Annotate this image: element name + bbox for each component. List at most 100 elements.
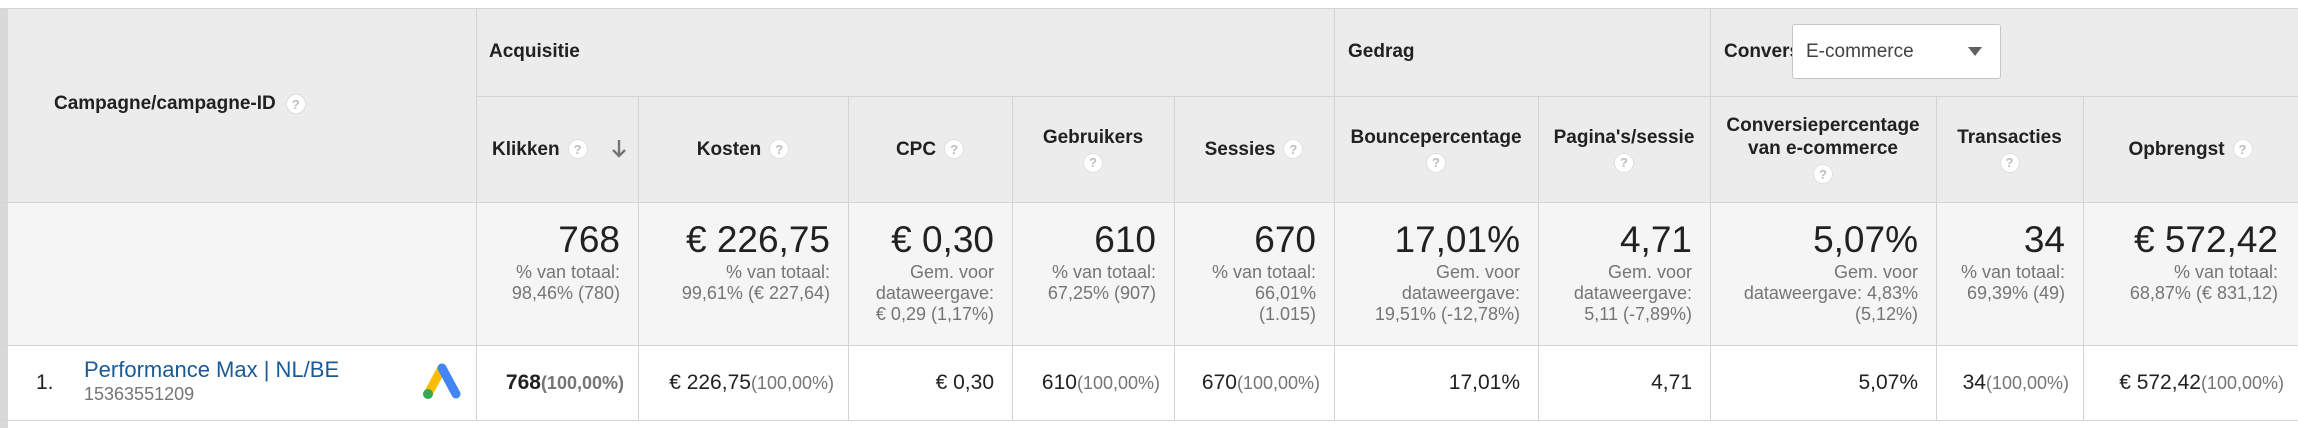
column-header-conversiepercentage[interactable]: Conversiepercentage van e-commerce ? <box>1710 96 1936 202</box>
column-label-line1: Conversiepercentage <box>1726 115 1920 136</box>
divider <box>1936 96 1937 420</box>
help-icon[interactable]: ? <box>1426 152 1446 173</box>
total-cpc: € 0,30 Gem. voor dataweergave: € 0,29 (1… <box>848 202 1012 325</box>
cell-value: € 0,30 <box>935 371 994 394</box>
total-sub: dataweergave: <box>1401 283 1520 303</box>
column-header-transacties[interactable]: Transacties ? <box>1936 96 2083 202</box>
total-sub: Gem. voor <box>1833 262 1918 282</box>
help-icon[interactable]: ? <box>1614 152 1634 173</box>
column-header-gebruikers[interactable]: Gebruikers ? <box>1012 96 1174 202</box>
total-value: € 572,42 <box>2133 219 2278 260</box>
divider <box>638 96 639 420</box>
help-icon[interactable]: ? <box>1083 152 1103 173</box>
left-strip <box>0 8 8 428</box>
cell-sessies: 670 (100,00%) <box>1174 346 1334 420</box>
column-label: Kosten <box>696 138 762 160</box>
conversies-type-dropdown[interactable]: E-commerce <box>1792 24 2001 79</box>
help-icon[interactable]: ? <box>769 139 790 159</box>
help-icon[interactable]: ? <box>944 139 965 159</box>
help-icon[interactable]: ? <box>2232 139 2253 159</box>
row-index: 1. <box>36 371 54 394</box>
arrow-down-icon[interactable] <box>610 138 628 160</box>
divider <box>2083 96 2084 420</box>
cell-value: 5,07% <box>1858 371 1918 394</box>
column-label: Transacties <box>1957 126 2062 148</box>
total-sub: Gem. voor <box>909 262 994 282</box>
total-sub: 67,25% (907) <box>1047 283 1156 303</box>
cell-value: 34 <box>1962 371 1986 394</box>
divider <box>476 96 2298 97</box>
total-value: 610 <box>1094 219 1156 260</box>
campaign-column-label: Campagne/campagne-ID <box>54 93 276 114</box>
divider <box>0 420 2298 421</box>
help-icon[interactable]: ? <box>567 139 588 159</box>
total-value: 768 <box>558 219 620 260</box>
column-label: Bouncepercentage <box>1350 126 1522 148</box>
column-header-paginas[interactable]: Pagina's/sessie ? <box>1538 96 1710 202</box>
column-header-klikken[interactable]: Klikken ? <box>476 96 638 202</box>
divider <box>1334 8 1335 420</box>
total-value: € 226,75 <box>685 219 830 260</box>
cell-bounce: 17,01% <box>1334 346 1538 420</box>
column-label: Opbrengst <box>2128 138 2225 160</box>
column-header-kosten[interactable]: Kosten? <box>638 96 848 202</box>
total-sub: € 0,29 (1,17%) <box>875 304 994 324</box>
total-value: 34 <box>2023 219 2065 260</box>
column-header-opbrengst[interactable]: Opbrengst? <box>2083 96 2298 202</box>
campaign-header-cell <box>0 8 476 202</box>
total-gebruikers: 610 % van totaal: 67,25% (907) <box>1012 202 1174 304</box>
campaign-column-header[interactable]: Campagne/campagne-ID ? <box>54 93 306 115</box>
cell-value: € 226,75 <box>669 371 751 394</box>
column-label: Gebruikers <box>1042 126 1144 148</box>
total-kosten: € 226,75 % van totaal: 99,61% (€ 227,64) <box>638 202 848 304</box>
help-icon[interactable]: ? <box>285 94 306 114</box>
total-sub: % van totaal: <box>1960 262 2065 282</box>
column-header-bounce[interactable]: Bouncepercentage ? <box>1334 96 1538 202</box>
help-icon[interactable]: ? <box>1813 164 1833 184</box>
total-opbrengst: € 572,42 % van totaal: 68,87% (€ 831,12) <box>2083 202 2298 304</box>
cell-pct: (100,00%) <box>2200 372 2284 393</box>
total-sub: % van totaal: <box>725 262 830 282</box>
cell-klikken: 768 (100,00%) <box>476 346 638 420</box>
total-sub: % van totaal: <box>2173 262 2278 282</box>
cell-kosten: € 226,75 (100,00%) <box>638 346 848 420</box>
cell-paginas: 4,71 <box>1538 346 1710 420</box>
table-row: 1. Performance Max | NL/BE 15363551209 <box>8 346 2298 420</box>
total-klikken: 768 % van totaal: 98,46% (780) <box>476 202 638 304</box>
total-sub: % van totaal: <box>1051 262 1156 282</box>
total-bounce: 17,01% Gem. voor dataweergave: 19,51% (-… <box>1334 202 1538 325</box>
column-label: Sessies <box>1204 138 1276 160</box>
divider <box>0 345 2298 346</box>
cell-value: 670 <box>1201 371 1237 394</box>
column-label: Pagina's/sessie <box>1553 126 1695 148</box>
divider <box>0 8 2298 9</box>
total-sub: % van totaal: <box>515 262 620 282</box>
cell-value: 610 <box>1041 371 1077 394</box>
divider <box>1012 96 1013 420</box>
divider <box>0 202 2298 203</box>
campaign-link[interactable]: Performance Max | NL/BE <box>84 357 340 382</box>
cell-conversiepercentage: 5,07% <box>1710 346 1936 420</box>
cell-pct: (100,00%) <box>1985 372 2069 393</box>
help-icon[interactable]: ? <box>1999 152 2020 173</box>
google-ads-icon <box>423 363 461 399</box>
column-header-cpc[interactable]: CPC? <box>848 96 1012 202</box>
column-header-sessies[interactable]: Sessies? <box>1174 96 1334 202</box>
totals-band <box>0 202 2298 345</box>
divider <box>848 96 849 420</box>
cell-cpc: € 0,30 <box>848 346 1012 420</box>
total-sub: dataweergave: 4,83% <box>1743 283 1918 303</box>
total-sub: % van totaal: <box>1211 262 1316 282</box>
total-sub: dataweergave: <box>1573 283 1692 303</box>
divider <box>1538 96 1539 420</box>
total-paginas: 4,71 Gem. voor dataweergave: 5,11 (-7,89… <box>1538 202 1710 325</box>
caret-down-icon <box>1968 47 1982 56</box>
total-sub: 19,51% (-12,78%) <box>1374 304 1520 324</box>
help-icon[interactable]: ? <box>1283 139 1304 159</box>
column-label: Klikken <box>492 138 560 160</box>
total-value: 5,07% <box>1813 219 1918 260</box>
total-sub: 5,11 (-7,89%) <box>1584 304 1692 324</box>
column-label-line2: van e-commerce <box>1748 138 1898 159</box>
total-sub: 68,87% (€ 831,12) <box>2129 283 2278 303</box>
total-conversiepercentage: 5,07% Gem. voor dataweergave: 4,83% (5,1… <box>1710 202 1936 325</box>
